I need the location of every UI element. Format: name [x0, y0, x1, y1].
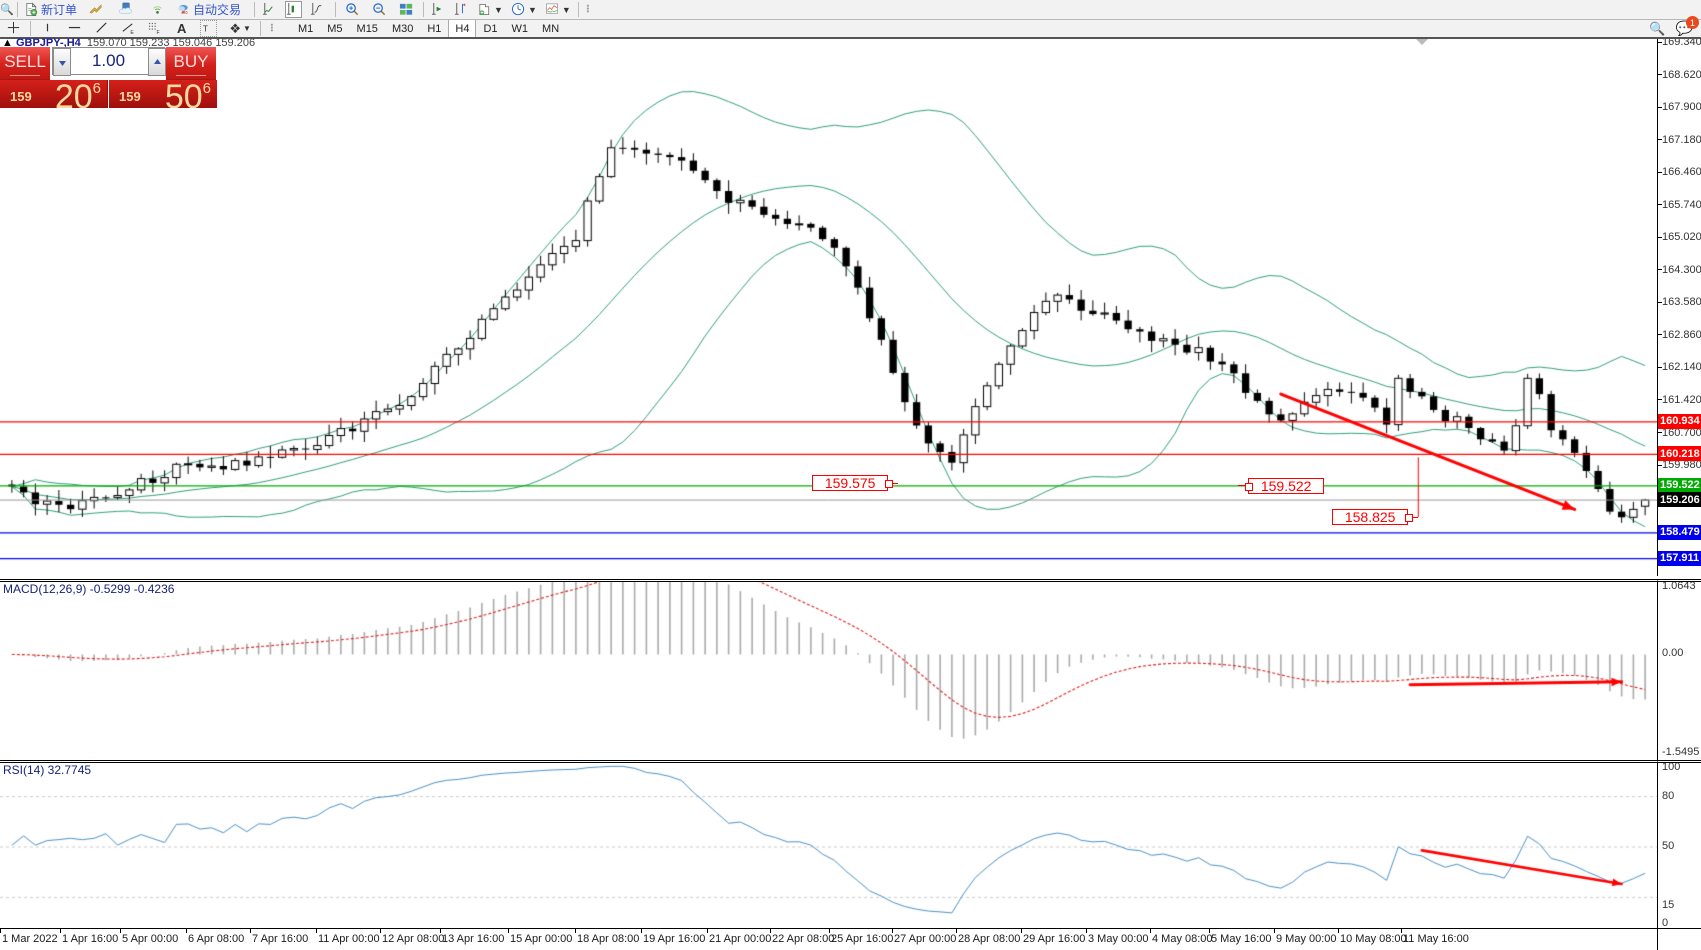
svg-text:F: F — [156, 30, 159, 36]
svg-text:T: T — [203, 23, 208, 33]
svg-text:E: E — [130, 30, 134, 36]
